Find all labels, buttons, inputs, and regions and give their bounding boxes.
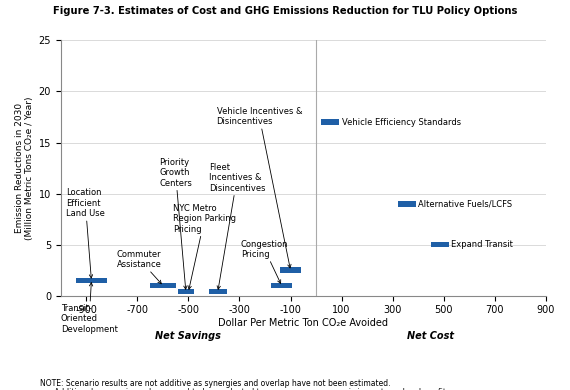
X-axis label: Dollar Per Metric Ton CO₂e Avoided: Dollar Per Metric Ton CO₂e Avoided <box>218 318 388 328</box>
Text: Expand Transit: Expand Transit <box>451 240 513 249</box>
Text: Figure 7-3. Estimates of Cost and GHG Emissions Reduction for TLU Policy Options: Figure 7-3. Estimates of Cost and GHG Em… <box>53 6 517 16</box>
Text: Priority
Growth
Centers: Priority Growth Centers <box>159 158 192 289</box>
Text: Alternative Fuels/LCFS: Alternative Fuels/LCFS <box>418 199 512 208</box>
Text: Fleet
Incentives &
Disincentives: Fleet Incentives & Disincentives <box>209 163 266 289</box>
Text: Vehicle Efficiency Standards: Vehicle Efficiency Standards <box>341 118 461 127</box>
Text: NYC Metro
Region Parking
Pricing: NYC Metro Region Parking Pricing <box>173 204 236 289</box>
Bar <box>398 201 416 207</box>
Text: Location
Efficient
Land Use: Location Efficient Land Use <box>66 188 105 278</box>
Text: NOTE: Scenario results are not additive as synergies and overlap have not been e: NOTE: Scenario results are not additive … <box>40 379 390 388</box>
Bar <box>271 283 292 288</box>
Text: Net Cost: Net Cost <box>408 332 454 341</box>
Text: Transit-
Oriented
Development: Transit- Oriented Development <box>61 283 117 333</box>
Bar <box>431 242 449 247</box>
Bar <box>280 267 301 273</box>
Bar <box>150 283 176 288</box>
Text: Additional economic analyses need to be conducted to assess macroeconomic impact: Additional economic analyses need to be … <box>40 388 452 390</box>
Y-axis label: Emission Reductions in 2030
(Million Metric Tons CO₂e / Year): Emission Reductions in 2030 (Million Met… <box>15 96 34 240</box>
Text: Net Savings: Net Savings <box>156 332 221 341</box>
Bar <box>209 289 227 294</box>
Text: Congestion
Pricing: Congestion Pricing <box>241 239 288 284</box>
Text: Commuter
Assistance: Commuter Assistance <box>117 250 162 284</box>
Text: Vehicle Incentives &
Disincentives: Vehicle Incentives & Disincentives <box>217 107 302 268</box>
Bar <box>178 289 194 294</box>
Bar <box>76 278 107 283</box>
Bar <box>321 119 339 125</box>
